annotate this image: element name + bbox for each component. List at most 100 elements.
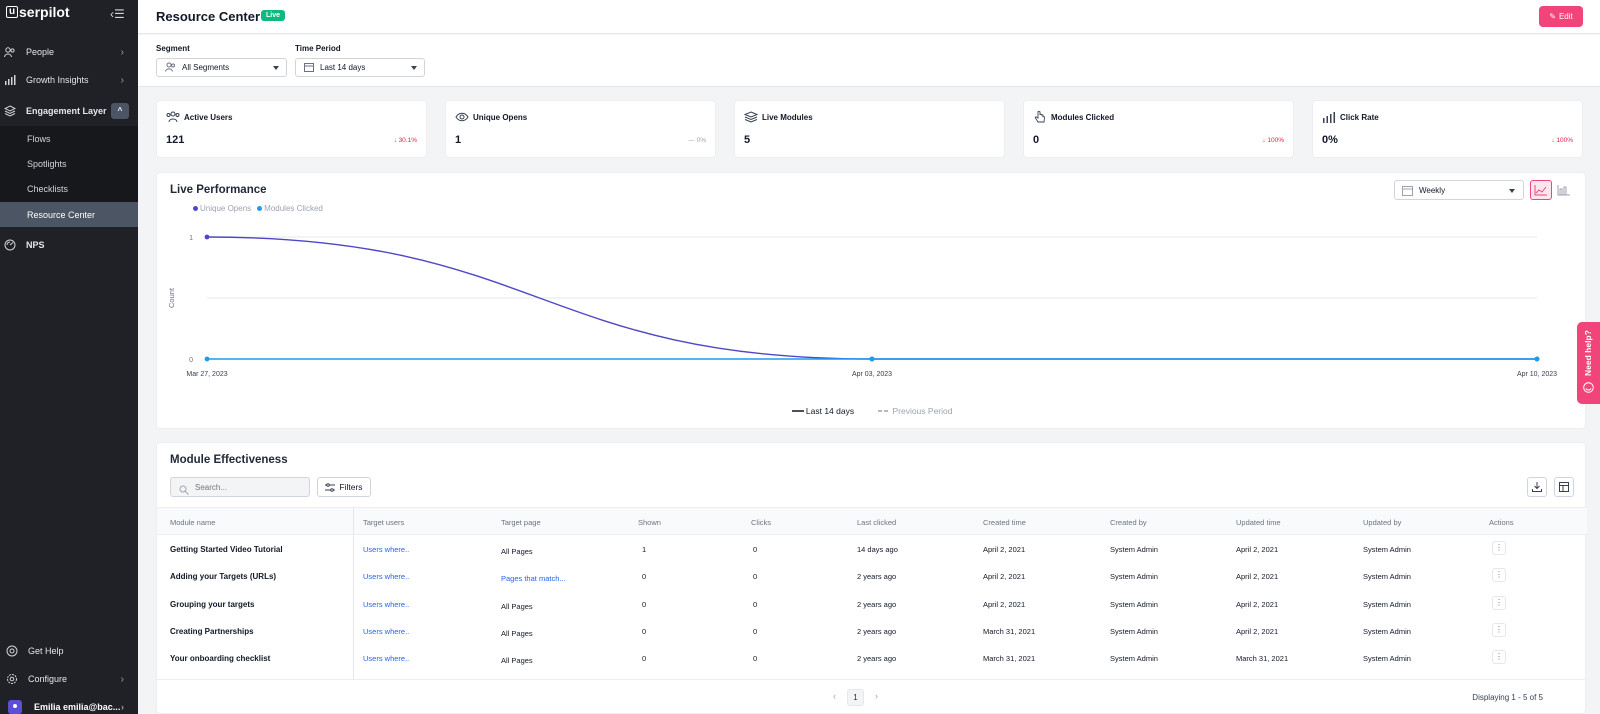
updated-by: System Admin: [1363, 572, 1411, 582]
created-by: System Admin: [1110, 626, 1158, 636]
line-chart: 0 1 Count Mar 27, 2023 Apr 03, 2023 Apr 10, 2…: [167, 234, 1557, 378]
updated-time: April 2, 2021: [1236, 626, 1279, 636]
column-header[interactable]: Actions: [1489, 518, 1514, 527]
interval-select[interactable]: Weekly: [1394, 180, 1524, 200]
column-divider: [353, 507, 354, 679]
time-period-select[interactable]: Last 14 days: [295, 58, 425, 77]
sidebar-item-flows[interactable]: Flows: [27, 133, 51, 144]
chart-title: Live Performance: [170, 184, 267, 196]
column-header[interactable]: Target page: [501, 518, 541, 527]
legend-previous-period[interactable]: Previous Period: [878, 406, 952, 416]
module-name[interactable]: Adding your Targets (URLs): [170, 572, 277, 582]
table-row[interactable]: Creating Partnerships Users where.. All Pa…: [157, 617, 1587, 645]
search-input[interactable]: [170, 477, 310, 497]
more-actions-icon[interactable]: ⋮: [1492, 650, 1506, 665]
column-header[interactable]: Module name: [170, 518, 216, 527]
column-header[interactable]: Updated time: [1236, 518, 1281, 527]
sidebar-item-spotlights[interactable]: Spotlights: [27, 158, 67, 169]
line-chart-icon: [1534, 184, 1547, 195]
legend-item-unique-opens[interactable]: Unique Opens: [193, 204, 251, 213]
target-users-link[interactable]: Users where..: [363, 572, 410, 582]
kpi-value: 0%: [1322, 134, 1338, 146]
x-tick-label: Apr 10, 2023: [1517, 371, 1557, 378]
legend-item-modules-clicked[interactable]: Modules Clicked: [257, 204, 323, 213]
target-users-link[interactable]: Users where..: [363, 626, 410, 636]
module-effectiveness-card: Module Effectiveness Filters Module name…: [156, 442, 1587, 714]
column-header[interactable]: Last clicked: [857, 518, 897, 527]
sidebar-item-growth-insights[interactable]: Growth Insights ›: [0, 66, 138, 94]
sidebar-item-configure[interactable]: Configure ›: [0, 665, 138, 693]
table-row[interactable]: Getting Started Video Tutorial Users wher…: [157, 535, 1587, 563]
target-page[interactable]: Pages that match...: [501, 574, 566, 584]
need-help-tab[interactable]: Need help?: [1577, 322, 1600, 404]
bar-view-button[interactable]: [1553, 180, 1575, 200]
target-users-link[interactable]: Users where..: [363, 599, 410, 609]
line-view-button[interactable]: [1530, 180, 1552, 200]
sidebar-item-resource-center[interactable]: Resource Center: [0, 202, 138, 227]
module-name[interactable]: Creating Partnerships: [170, 626, 254, 636]
legend-current-period[interactable]: Last 14 days: [791, 406, 854, 416]
target-users-link[interactable]: Users where..: [363, 545, 410, 554]
table-row[interactable]: Your onboarding checklist Users where.. Al…: [157, 644, 1587, 672]
last-clicked: 2 years ago: [857, 654, 897, 664]
calendar-icon: [1402, 185, 1413, 198]
more-actions-icon[interactable]: ⋮: [1492, 622, 1506, 637]
table-row[interactable]: Adding your Targets (URLs) Users where.. P…: [157, 562, 1587, 590]
table-row[interactable]: Grouping your targets Users where.. All Pa…: [157, 590, 1587, 618]
pencil-icon: ✎: [1549, 12, 1556, 21]
time-period-label: Time Period: [295, 44, 341, 53]
clicks-count: 0: [753, 572, 758, 582]
chevron-up-icon[interactable]: ^: [111, 103, 129, 119]
kpi-unique-opens: Unique Opens 1 — 0%: [445, 100, 716, 158]
target-page: All Pages: [501, 656, 533, 666]
segment-select[interactable]: All Segments: [156, 58, 287, 77]
more-actions-icon[interactable]: ⋮: [1492, 595, 1506, 610]
collapse-sidebar-icon[interactable]: ‹☰: [110, 7, 125, 21]
userpilot-logo[interactable]: u serpilot: [6, 4, 70, 20]
columns-button[interactable]: [1554, 477, 1574, 497]
sidebar-item-people[interactable]: People ›: [0, 38, 138, 66]
column-header[interactable]: Shown: [638, 518, 661, 527]
module-name[interactable]: Getting Started Video Tutorial: [170, 545, 283, 554]
created-time: April 2, 2021: [983, 545, 1026, 554]
column-header[interactable]: Target users: [363, 518, 405, 527]
page-header: Resource Center Live ✎ Edit: [138, 0, 1600, 34]
edit-button[interactable]: ✎ Edit: [1539, 6, 1583, 27]
page-number[interactable]: 1: [847, 689, 864, 706]
updated-time: April 2, 2021: [1236, 545, 1279, 554]
users-icon: [166, 111, 180, 123]
kpi-modules-clicked: Modules Clicked 0 ↓ 100%: [1023, 100, 1294, 158]
user-menu[interactable]: Emilia emilia@bac... ›: [0, 700, 138, 714]
column-header[interactable]: Clicks: [751, 518, 771, 527]
module-name[interactable]: Grouping your targets: [170, 599, 255, 609]
more-actions-icon[interactable]: ⋮: [1492, 568, 1506, 583]
filters-button[interactable]: Filters: [317, 477, 371, 497]
pointer-icon: [1033, 111, 1047, 123]
sidebar-item-checklists[interactable]: Checklists: [27, 183, 69, 194]
column-header[interactable]: Updated by: [1363, 518, 1402, 527]
chevron-right-icon[interactable]: ›: [875, 691, 878, 701]
lifebuoy-icon: [6, 645, 18, 657]
caret-down-icon: [1509, 189, 1515, 193]
smile-icon: [1583, 382, 1594, 393]
bar-chart-icon: [1322, 111, 1336, 123]
kpi-click-rate: Click Rate 0% ↓ 100%: [1312, 100, 1583, 158]
sidebar-item-get-help[interactable]: Get Help: [0, 637, 138, 665]
more-actions-icon[interactable]: ⋮: [1492, 541, 1506, 555]
column-header[interactable]: Created time: [983, 518, 1026, 527]
sidebar-item-nps[interactable]: NPS: [0, 231, 138, 259]
created-by: System Admin: [1110, 572, 1158, 582]
sidebar-item-engagement-layer[interactable]: Engagement Layer ^: [0, 97, 138, 125]
layers-icon: [744, 111, 758, 123]
last-clicked: 2 years ago: [857, 626, 897, 636]
column-header[interactable]: Created by: [1110, 518, 1147, 527]
created-time: April 2, 2021: [983, 599, 1026, 609]
target-users-link[interactable]: Users where..: [363, 654, 410, 664]
kpi-delta: ↓ 30.1%: [393, 137, 418, 144]
status-badge: Live: [261, 10, 286, 21]
chevron-left-icon[interactable]: ‹: [833, 691, 836, 701]
download-button[interactable]: [1527, 477, 1547, 497]
module-name[interactable]: Your onboarding checklist: [170, 654, 271, 664]
shown-count: 0: [642, 599, 647, 609]
calendar-icon: [304, 62, 314, 74]
